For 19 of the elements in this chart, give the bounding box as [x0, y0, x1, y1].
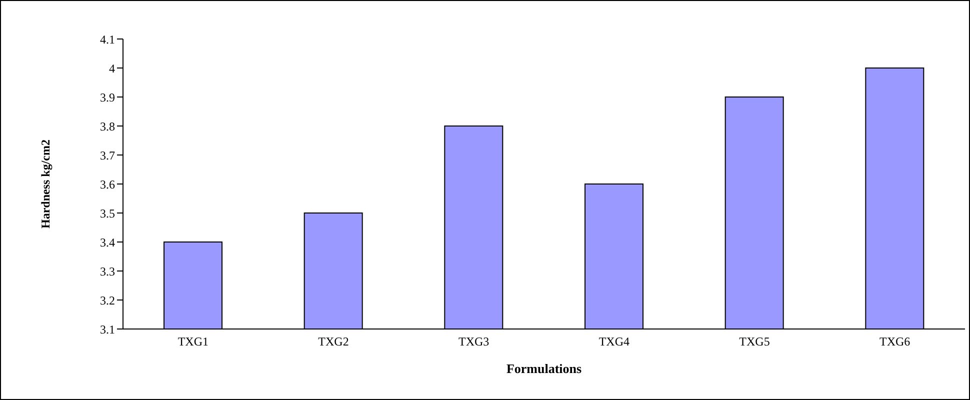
y-tick-label: 3.2: [100, 293, 115, 308]
y-tick-label: 3.9: [100, 90, 115, 104]
x-tick-label: TXG1: [178, 334, 209, 349]
x-axis-title: Formulations: [506, 361, 582, 376]
y-tick-label: 4.1: [100, 32, 115, 46]
y-tick-label: 3.8: [100, 119, 115, 134]
x-tick-label: TXG6: [879, 334, 910, 349]
y-tick-label: 3.7: [100, 148, 115, 162]
y-tick-label: 4: [109, 61, 115, 76]
x-tick-label: TXG3: [458, 334, 490, 349]
x-tick-label: TXG5: [739, 334, 770, 349]
y-tick-label: 3.1: [100, 322, 115, 336]
y-axis-title: Hardness kg/cm2: [38, 139, 52, 229]
x-tick-label: TXG4: [598, 334, 630, 349]
y-tick-label: 3.5: [100, 206, 115, 220]
y-tick-label: 3.6: [100, 177, 115, 192]
x-tick-label: TXG2: [318, 334, 349, 349]
y-tick-label: 3.4: [100, 235, 115, 250]
y-tick-label: 3.3: [100, 264, 115, 278]
